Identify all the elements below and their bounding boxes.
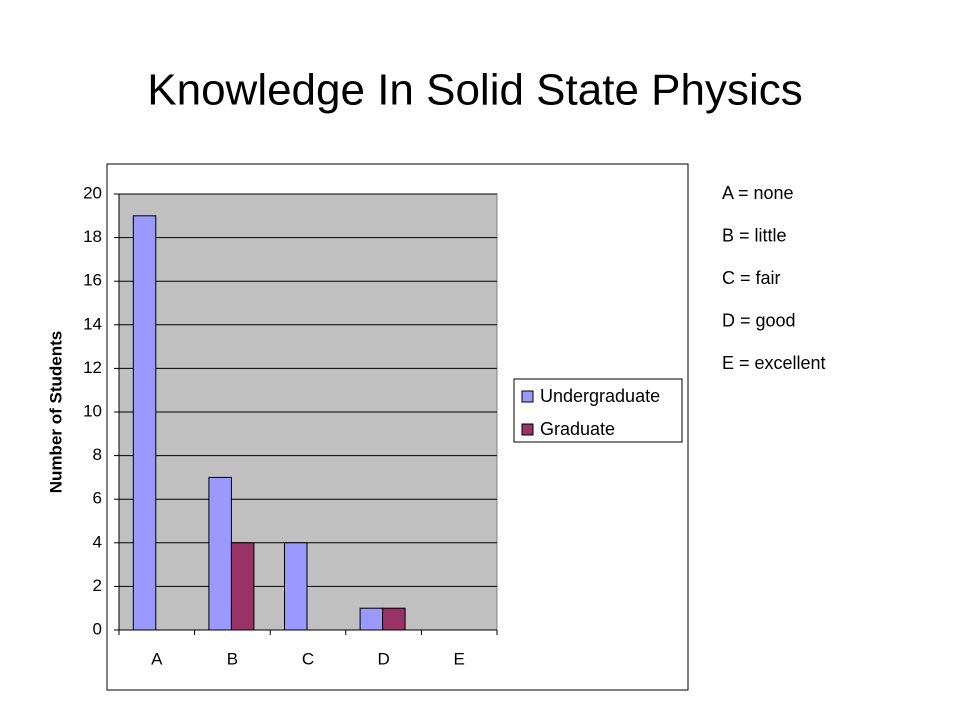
slide-title: Knowledge In Solid State Physics [147, 66, 803, 115]
legend-swatch [521, 390, 534, 403]
y-tick-label: 0 [93, 619, 102, 638]
y-tick-label: 12 [83, 358, 102, 377]
bar [230, 542, 255, 631]
legend [513, 378, 683, 443]
y-tick-label: 2 [93, 576, 102, 595]
legend-label: Graduate [540, 419, 615, 439]
y-tick-label: 18 [83, 227, 102, 246]
x-tick-label: A [151, 649, 163, 668]
y-tick-label: 20 [83, 183, 102, 202]
y-tick-label: 6 [93, 489, 102, 508]
key-note: D = good [722, 310, 796, 330]
bar [382, 607, 406, 631]
key-note: C = fair [722, 268, 781, 288]
key-note: E = excellent [722, 353, 826, 373]
legend-label: Undergraduate [540, 386, 660, 406]
key-note: B = little [722, 225, 787, 245]
bar [284, 542, 308, 631]
y-axis-title: Number of Students [46, 331, 65, 493]
legend-swatch [521, 423, 534, 436]
bar [359, 607, 384, 631]
y-tick-label: 16 [83, 271, 102, 290]
key-note: A = none [722, 183, 794, 203]
bar [208, 476, 232, 631]
y-tick-label: 10 [83, 401, 102, 420]
y-tick-label: 4 [93, 532, 102, 551]
y-tick-label: 14 [83, 314, 102, 333]
x-tick-label: E [454, 649, 465, 668]
bar [132, 215, 157, 631]
x-tick-label: D [377, 649, 389, 668]
x-tick-label: B [227, 649, 238, 668]
x-tick-label: C [302, 649, 314, 668]
y-tick-label: 8 [93, 445, 102, 464]
